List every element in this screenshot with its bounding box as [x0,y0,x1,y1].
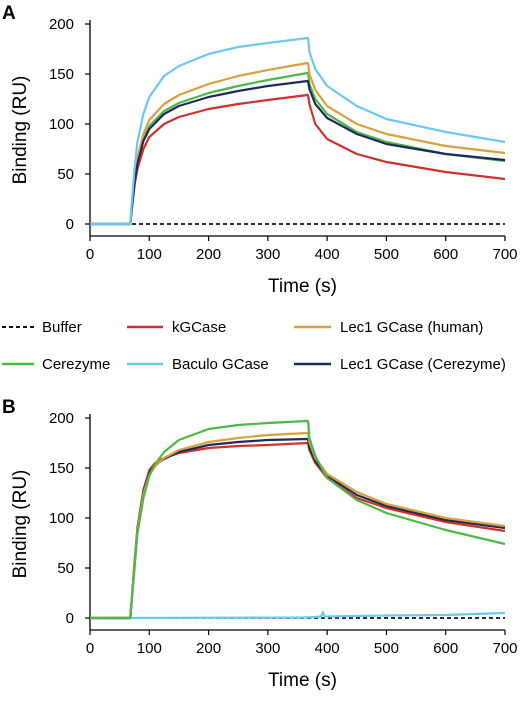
panel-b-y-tick-label: 100 [49,510,74,527]
panel-a-x-tick-label: 500 [374,246,399,263]
panel-a-x-tick-label: 100 [137,246,162,263]
panel-a-series-baculo-gcase [90,36,506,226]
panel-a-x-axis-label: Time (s) [268,276,337,297]
panel-a-y-tick-label: 50 [57,166,74,183]
legend-label-lec1-cerezyme: Lec1 GCase (Cerezyme) [340,356,506,373]
panel-b-x-tick-label: 500 [374,640,399,657]
panel-a-series-kgcase [90,93,506,226]
chart-panel-b: 0 50 100 150 200 0 100 200 300 400 500 600 700 Time (… [10,410,518,691]
panel-label-a: A [2,3,16,24]
panel-a-y-tick-label: 100 [49,116,74,133]
panel-b-x-tick-label: 0 [86,640,94,657]
panel-a-y-tick-label: 0 [66,216,74,233]
panel-a-y-axis-label: Binding (RU) [10,76,31,185]
legend-item-buffer: Buffer [2,319,82,336]
chart-panel-a: 0 50 100 150 200 0 100 200 300 400 500 600 700 Time (… [10,16,518,297]
legend-label-lec1-human: Lec1 GCase (human) [340,319,483,336]
panel-a-series-lec1-gcase-human [90,61,506,226]
panel-b-x-axis-label: Time (s) [268,670,337,691]
panel-b-x-tick-label: 200 [196,640,221,657]
panel-b-y-tick-label: 50 [57,560,74,577]
panel-b-x-tick-label: 300 [255,640,280,657]
panel-a-x-tick-label: 600 [433,246,458,263]
panel-b-x-tick-label: 600 [433,640,458,657]
legend-item-kgcase: kGCase [127,319,226,336]
legend: Buffer kGCase Lec1 GCase (human) Cerezym… [2,319,506,373]
panel-b-x-tick-label: 700 [492,640,517,657]
panel-label-b: B [2,397,16,418]
panel-a-x-tick-label: 200 [196,246,221,263]
panel-b-y-tick-label: 0 [66,610,74,627]
legend-label-cerezyme: Cerezyme [42,356,110,373]
legend-label-kgcase: kGCase [172,319,226,336]
panel-a-x-tick-label: 300 [255,246,280,263]
legend-label-buffer: Buffer [42,319,82,336]
legend-label-baculo: Baculo GCase [172,356,269,373]
panel-a-y-tick-label: 200 [49,16,74,33]
panel-a-x-tick-label: 400 [315,246,340,263]
panel-a-series-lec1-gcase-cerezyme [90,79,506,226]
panel-b-x-tick-label: 400 [315,640,340,657]
panel-b-y-axis-label: Binding (RU) [10,470,31,579]
legend-item-lec1-human: Lec1 GCase (human) [294,319,483,336]
panel-b-y-tick-label: 150 [49,460,74,477]
legend-item-cerezyme: Cerezyme [2,356,110,373]
legend-item-lec1-cerezyme: Lec1 GCase (Cerezyme) [294,356,506,373]
panel-b-series-lec1-gcase-human [90,431,506,620]
legend-item-baculo: Baculo GCase [127,356,269,373]
panel-a-y-tick-label: 150 [49,66,74,83]
panel-b-series-baculo-gcase [89,610,506,620]
panel-b-x-tick-label: 100 [137,640,162,657]
panel-b-series-cerezyme [90,419,506,620]
panel-b-y-tick-label: 200 [49,410,74,427]
panel-a-x-tick-label: 0 [86,246,94,263]
panel-a-x-tick-label: 700 [492,246,517,263]
